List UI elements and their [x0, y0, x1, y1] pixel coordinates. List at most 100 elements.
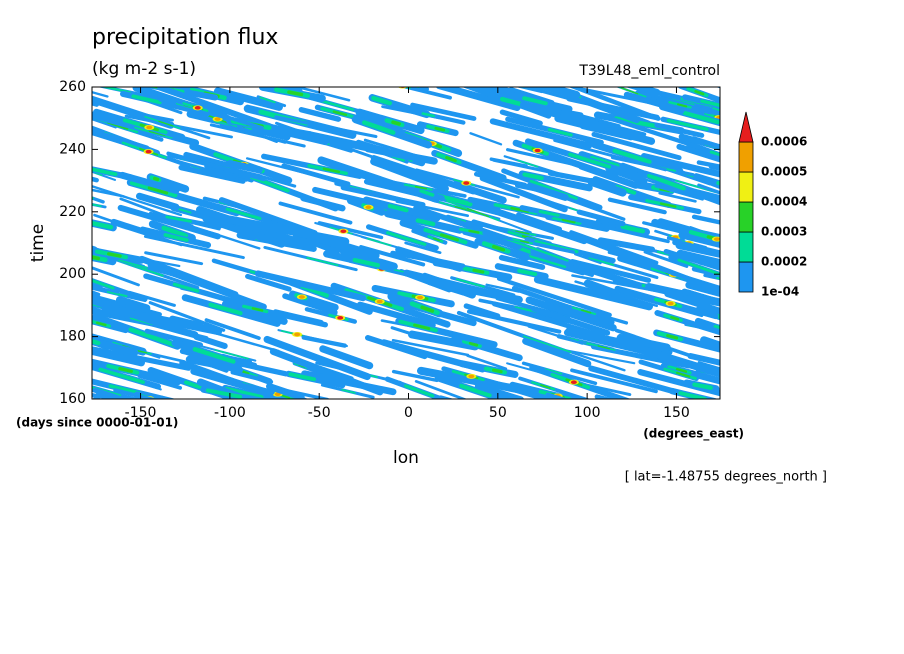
texture-streak — [192, 347, 236, 364]
texture-streak — [670, 315, 680, 321]
texture-streak — [678, 231, 720, 248]
texture-streak — [659, 202, 677, 208]
texture-streak — [306, 256, 339, 267]
texture-streak — [410, 109, 466, 125]
texture-core — [468, 374, 475, 379]
texture-streak — [218, 197, 318, 236]
texture-streak — [700, 99, 720, 108]
texture-streak — [356, 301, 436, 329]
texture-streak — [415, 218, 436, 227]
texture-core — [59, 234, 69, 239]
colorbar-box — [738, 141, 754, 173]
texture-core — [376, 299, 383, 304]
texture-streak — [436, 395, 454, 399]
texture-streak — [282, 293, 338, 316]
texture-streak — [340, 185, 426, 208]
texture-streak — [319, 345, 374, 370]
texture-streak — [571, 274, 657, 292]
texture-streak — [172, 282, 200, 293]
texture-streak — [54, 255, 90, 262]
texture-streak — [466, 354, 508, 371]
texture-streak — [92, 203, 102, 207]
texture-streak — [226, 215, 350, 246]
texture-streak — [540, 384, 551, 389]
texture-streak — [254, 270, 367, 302]
texture-streak — [472, 268, 485, 274]
texture-core — [214, 117, 221, 121]
texture-core — [179, 403, 189, 408]
texture-streak — [451, 180, 507, 204]
texture-streak — [288, 372, 317, 382]
texture-streak — [278, 201, 353, 225]
colorbar-label: 0.0002 — [761, 255, 807, 269]
texture-streak — [208, 357, 244, 374]
texture-core — [294, 332, 301, 337]
texture-streak — [414, 185, 428, 190]
texture-streak — [538, 209, 560, 217]
texture-streak — [468, 229, 480, 234]
texture-streak — [271, 413, 312, 428]
texture-streak — [92, 339, 101, 346]
texture-streak — [569, 230, 659, 265]
texture-core — [181, 404, 187, 408]
texture-streak — [466, 208, 489, 218]
texture-streak — [522, 96, 548, 106]
texture-streak — [468, 341, 479, 347]
texture-streak — [147, 262, 267, 310]
texture-streak — [178, 164, 246, 184]
texture-streak — [675, 368, 688, 374]
texture-streak — [625, 87, 661, 96]
texture-streak — [92, 387, 127, 399]
texture-streak — [143, 273, 258, 311]
texture-streak — [128, 290, 176, 307]
texture-streak — [274, 115, 378, 139]
texture-streak — [654, 122, 705, 138]
texture-streak — [387, 203, 409, 213]
texture-streak — [506, 148, 601, 172]
texture-streak — [301, 370, 397, 396]
texture-streak — [485, 283, 520, 293]
texture-streak — [341, 388, 356, 394]
plot-frame — [91, 86, 721, 400]
texture-streak — [588, 365, 678, 395]
texture-streak — [576, 209, 626, 227]
texture-streak — [744, 309, 764, 315]
y-axis-label: time — [28, 224, 48, 262]
texture-streak — [202, 214, 286, 248]
texture-streak — [459, 383, 492, 398]
texture-streak — [709, 150, 720, 158]
texture-streak — [727, 319, 738, 323]
texture-streak — [522, 335, 572, 353]
texture-streak — [171, 158, 248, 182]
texture-streak — [529, 179, 578, 200]
texture-streak — [568, 152, 612, 169]
texture-streak — [713, 80, 804, 112]
texture-streak — [158, 120, 174, 127]
texture-streak — [466, 309, 562, 334]
texture-streak — [230, 370, 274, 384]
texture-streak — [329, 409, 348, 415]
texture-streak — [696, 160, 720, 169]
texture-streak — [728, 186, 738, 189]
y-tick-label: 240 — [59, 141, 86, 157]
colorbar-label: 0.0003 — [761, 225, 807, 239]
texture-streak — [264, 80, 271, 82]
texture-streak — [371, 95, 393, 106]
texture-streak — [362, 120, 396, 135]
texture-streak — [626, 342, 720, 378]
colorbar-label: 1e-04 — [761, 285, 799, 299]
texture-core — [194, 106, 201, 110]
texture-streak — [115, 296, 151, 312]
texture-streak — [205, 388, 243, 399]
texture-streak — [499, 109, 543, 126]
texture-streak — [147, 186, 169, 195]
texture-streak — [427, 420, 439, 424]
texture-streak — [469, 132, 503, 146]
texture-streak — [135, 192, 180, 211]
y-tick-label: 200 — [59, 266, 86, 282]
texture-streak — [415, 416, 445, 427]
texture-streak — [492, 244, 506, 252]
texture-streak — [666, 334, 679, 340]
texture-streak — [352, 257, 381, 268]
colorbar-triangle — [738, 111, 754, 143]
